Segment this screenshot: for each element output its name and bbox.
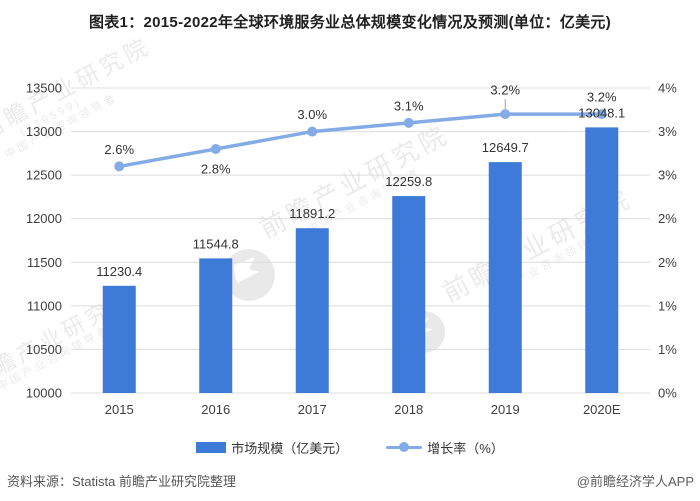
x-axis-label-2015: 2015: [105, 402, 134, 417]
growth-value-label: 2.8%: [201, 162, 231, 177]
growth-value-label: 3.2%: [490, 83, 520, 98]
line-marker-2017: [307, 126, 318, 137]
growth-value-label: 3.1%: [394, 98, 424, 113]
right-axis-tick: 1%: [658, 298, 677, 313]
x-axis-label-2019: 2019: [491, 402, 520, 417]
growth-rate-line: [117, 112, 604, 169]
data-source-text: 资料来源：Statista 前瞻产业研究院整理: [7, 474, 236, 489]
legend-item-growth-rate: 增长率（%）: [386, 438, 504, 457]
chart-area: 13500 4% 13000 3% 12500 3% 12000 2% 11500 2% 11000…: [0, 45, 700, 430]
growth-value-label: 3.2%: [587, 90, 617, 105]
chart-title: 图表1：2015-2022年全球环境服务业总体规模变化情况及预测(单位：亿美元): [88, 14, 612, 31]
right-axis-tick: 4%: [658, 81, 677, 96]
bar-2017: [295, 228, 329, 393]
right-axis-tick: 2%: [658, 211, 677, 226]
line-marker-2018: [403, 117, 414, 128]
bar-2019: [488, 162, 522, 393]
left-axis-tick: 10000: [26, 386, 62, 401]
right-axis-tick: 2%: [658, 255, 677, 270]
bar-2015: [102, 285, 136, 393]
credit-text: @前瞻经济学人APP: [576, 474, 694, 489]
growth-value-label: 2.6%: [104, 142, 134, 157]
line-marker-2019: [500, 109, 511, 120]
legend-bar-swatch-icon: [196, 441, 227, 453]
right-axis-tick: 1%: [658, 342, 677, 357]
bar-2018: [392, 196, 426, 393]
bar-value-label: 11544.8: [193, 236, 239, 251]
combo-chart: 13500 4% 13000 3% 12500 3% 12000 2% 11500 2% 11000…: [26, 81, 677, 418]
left-axis-tick: 11000: [27, 298, 62, 313]
growth-value-label: 3.0%: [297, 107, 327, 122]
right-axis-tick: 3%: [658, 124, 677, 139]
left-axis-tick: 13500: [26, 81, 62, 96]
bar-value-label: 11230.4: [96, 264, 142, 279]
bar-2016: [199, 258, 233, 393]
x-axis-label-2020E: 2020E: [583, 402, 621, 417]
bar-value-label: 11891.2: [289, 206, 335, 221]
left-axis-tick: 12500: [26, 168, 62, 183]
right-axis-tick: 3%: [658, 168, 677, 183]
chart-legend: 市场规模（亿美元） 增长率（%）: [0, 436, 700, 458]
left-axis-tick: 12000: [26, 211, 62, 226]
line-marker-2015: [114, 161, 125, 172]
bar-value-label: 13048.1: [578, 105, 625, 120]
footer: 资料来源：Statista 前瞻产业研究院整理 @前瞻经济学人APP: [0, 464, 700, 494]
legend-line-swatch-icon: [386, 442, 423, 452]
legend-label-growth-rate: 增长率（%）: [427, 440, 504, 456]
x-axis-label-2018: 2018: [394, 402, 423, 417]
legend-item-market-size: 市场规模（亿美元）: [196, 438, 348, 457]
right-axis-tick: 0%: [658, 386, 677, 401]
bar-2020E: [585, 127, 619, 394]
left-axis-tick: 11500: [27, 255, 62, 270]
line-marker-2020E: [596, 109, 607, 120]
bar-value-label: 12649.7: [482, 140, 529, 155]
line-marker-2016: [210, 144, 221, 154]
x-axis-label-2017: 2017: [298, 402, 327, 417]
bar-value-label: 12259.8: [385, 174, 432, 189]
legend-label-market-size: 市场规模（亿美元）: [231, 440, 349, 456]
x-axis-label-2016: 2016: [201, 402, 230, 417]
left-axis-tick: 10500: [26, 342, 62, 357]
left-axis-tick: 13000: [26, 124, 62, 139]
